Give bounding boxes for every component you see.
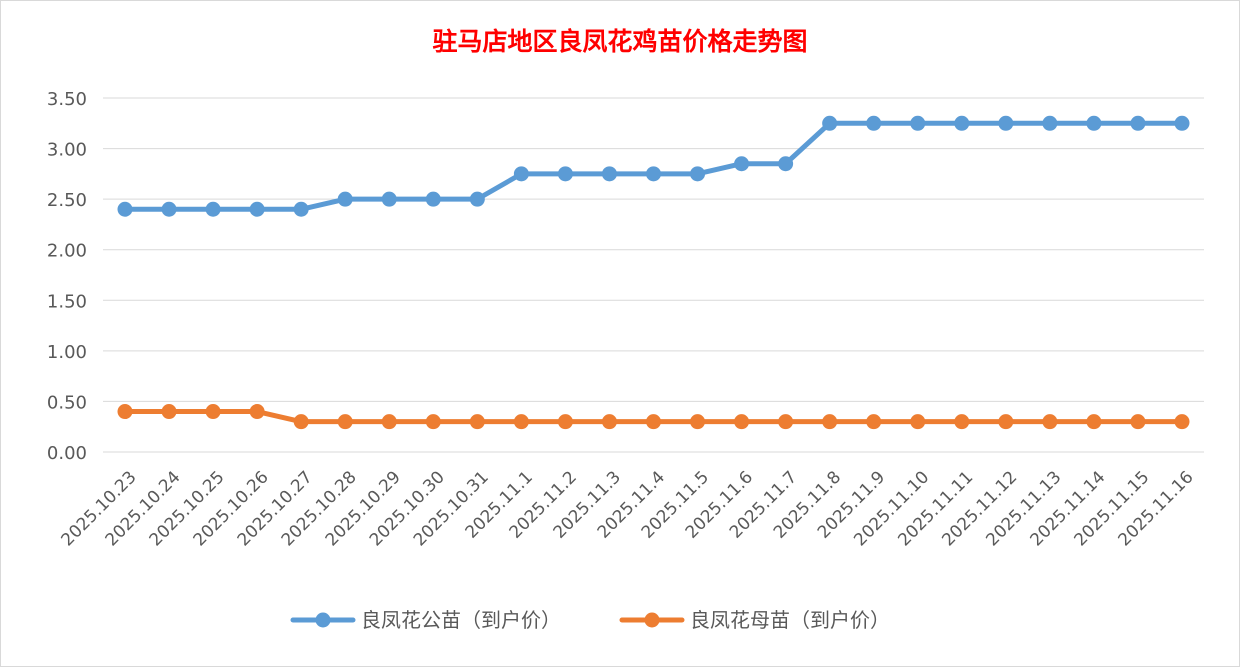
data-point <box>293 414 309 430</box>
data-point <box>557 414 573 430</box>
data-point <box>910 115 926 131</box>
y-tick-label: 1.50 <box>47 291 87 312</box>
data-point <box>778 156 794 172</box>
data-point <box>778 414 794 430</box>
data-point <box>998 414 1014 430</box>
y-tick-label: 3.00 <box>47 140 87 161</box>
y-tick-label: 1.00 <box>47 342 87 363</box>
data-point <box>337 191 353 207</box>
x-axis-ticks: 2025.10.232025.10.242025.10.252025.10.26… <box>58 467 1198 550</box>
data-point <box>161 201 177 217</box>
data-point <box>381 414 397 430</box>
data-point <box>293 201 309 217</box>
data-point <box>954 414 970 430</box>
data-point <box>866 115 882 131</box>
y-tick-label: 3.50 <box>47 89 87 110</box>
data-point <box>910 414 926 430</box>
legend-swatch-marker <box>644 612 660 628</box>
data-point <box>1042 115 1058 131</box>
data-point <box>954 115 970 131</box>
data-point <box>1174 115 1190 131</box>
data-point <box>690 414 706 430</box>
legend-swatch-marker <box>315 612 331 628</box>
data-point <box>513 166 529 182</box>
series-2 <box>117 404 1190 430</box>
data-point <box>249 201 265 217</box>
data-point <box>381 191 397 207</box>
data-point <box>513 414 529 430</box>
y-tick-label: 0.00 <box>47 443 87 464</box>
series-line <box>122 120 1185 212</box>
chart-title: 驻马店地区良凤花鸡苗价格走势图 <box>432 27 808 56</box>
y-tick-label: 0.50 <box>47 392 87 413</box>
data-point <box>469 191 485 207</box>
data-point <box>601 166 617 182</box>
data-point <box>1086 115 1102 131</box>
data-point <box>557 166 573 182</box>
data-point <box>734 414 750 430</box>
data-point <box>866 414 882 430</box>
legend-item-1: 良凤花公苗（到户价） <box>290 608 561 632</box>
gridlines <box>103 97 1204 453</box>
data-point <box>205 404 221 420</box>
data-point <box>117 404 133 420</box>
series-lines <box>117 115 1190 430</box>
data-point <box>1130 414 1146 430</box>
series-1 <box>117 115 1190 217</box>
data-point <box>734 156 750 172</box>
y-tick-label: 2.50 <box>47 190 87 211</box>
y-axis-ticks: 0.00 0.50 1.00 1.50 2.00 2.50 3.00 3.50 <box>47 89 87 464</box>
data-point <box>998 115 1014 131</box>
data-point <box>646 166 661 182</box>
data-point <box>425 414 441 430</box>
y-tick-label: 2.00 <box>47 241 87 262</box>
data-point <box>1042 414 1058 430</box>
legend-item-2: 良凤花母苗（到户价） <box>619 608 890 632</box>
data-point <box>161 404 177 420</box>
legend-label: 良凤花公苗（到户价） <box>361 608 561 632</box>
data-point <box>337 414 353 430</box>
data-point <box>205 201 221 217</box>
data-point <box>117 201 133 217</box>
data-point <box>822 414 838 430</box>
data-point <box>646 414 661 430</box>
data-point <box>469 414 485 430</box>
data-point <box>249 404 265 420</box>
data-point <box>1086 414 1102 430</box>
data-point <box>425 191 441 207</box>
data-point <box>1174 414 1190 430</box>
data-point <box>1130 115 1146 131</box>
data-point <box>690 166 706 182</box>
legend: 良凤花公苗（到户价） 良凤花母苗（到户价） <box>290 608 890 632</box>
data-point <box>822 115 838 131</box>
data-point <box>601 414 617 430</box>
legend-label: 良凤花母苗（到户价） <box>690 608 890 632</box>
